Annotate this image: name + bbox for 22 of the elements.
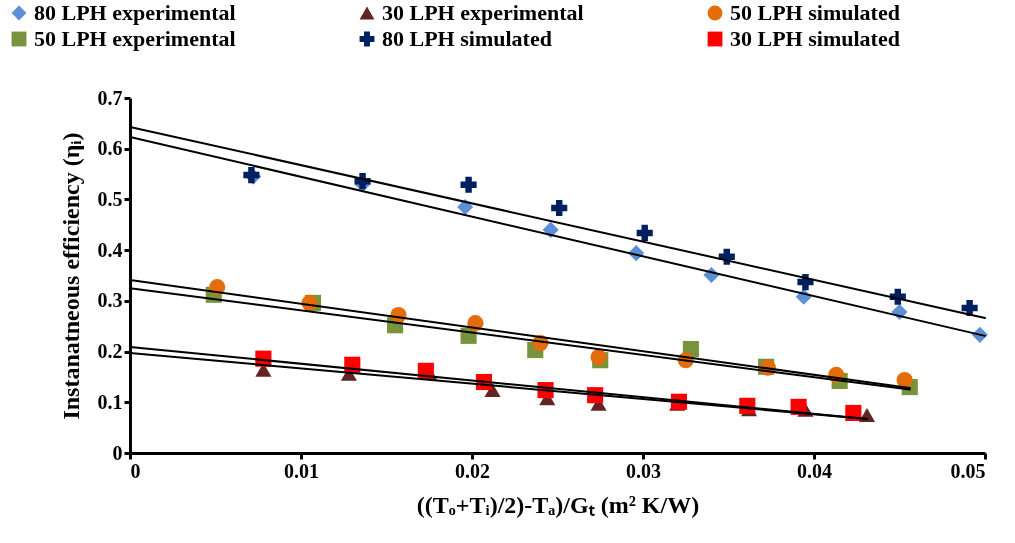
legend-label: 50 LPH experimental	[34, 26, 236, 51]
legend-label: 80 LPH experimental	[34, 0, 236, 25]
y-tick-label: 0.6	[97, 137, 123, 160]
y-tick-label: 0.3	[97, 289, 123, 312]
legend-label: 80 LPH simulated	[382, 26, 552, 51]
x-tick-label: 0.03	[626, 459, 661, 482]
x-tick-label: 0.01	[284, 459, 319, 482]
y-tick-label: 0.1	[97, 390, 123, 413]
legend-label: 50 LPH simulated	[730, 0, 900, 25]
x-axis-title: ((Tₒ+Tᵢ)/2)-Tₐ)/Gₜ (m² K/W)	[416, 491, 700, 518]
y-tick-label: 0.7	[97, 86, 123, 109]
x-tick-label: 0.02	[455, 459, 490, 482]
x-tick-label: 0.04	[797, 459, 832, 482]
legend-label: 30 LPH experimental	[382, 0, 584, 25]
y-tick-label: 0.5	[97, 187, 123, 210]
x-tick-label: 0.05	[950, 459, 986, 482]
y-axis-title: Instanatneous efficiency (ηᵢ)	[57, 132, 84, 420]
x-tick-label: 0	[130, 459, 141, 482]
y-tick-label: 0.4	[97, 238, 123, 261]
legend-label: 30 LPH simulated	[730, 26, 900, 51]
y-tick-label: 0.2	[97, 340, 123, 363]
y-tick-label: 0	[112, 441, 123, 464]
